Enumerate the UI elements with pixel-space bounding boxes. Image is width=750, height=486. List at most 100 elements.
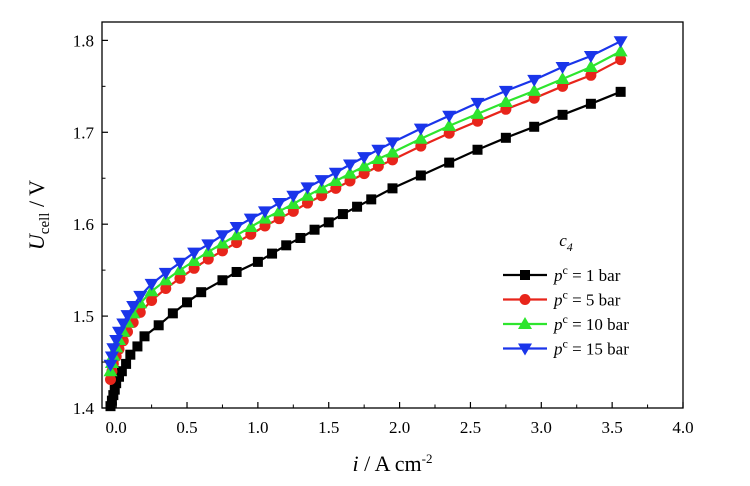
data-point [442,118,457,131]
data-point [243,219,258,232]
data-point [413,123,428,136]
y-axis-title-symbol: U [24,232,49,250]
y-tick-label: 1.4 [73,399,95,418]
y-axis-title: Ucell / V [24,180,53,250]
x-tick-label: 3.0 [531,418,552,437]
data-point [371,144,386,157]
data-point [231,266,242,277]
data-point [314,175,329,188]
y-tick-label: 1.7 [73,123,95,142]
data-point [104,351,119,364]
data-point [527,74,542,87]
data-point [229,221,244,234]
data-point [217,275,228,286]
data-point [121,358,132,369]
legend-label: pc = 5 bar [553,288,621,310]
data-point [527,83,542,96]
x-axis-title-exponent: -2 [422,451,433,466]
data-point [357,159,372,172]
data-point [557,109,568,120]
y-tick-label: 1.6 [73,215,94,234]
data-point [337,209,348,220]
data-point [106,343,121,356]
data-point [112,326,127,339]
legend-title: c4 [559,231,573,254]
legend-label-value: = 5 bar [568,291,621,310]
series-2 [105,54,627,386]
series-3 [103,44,628,377]
data-point [120,310,135,323]
data-point [328,167,343,180]
data-point [106,395,117,406]
data-point [371,151,386,164]
data-point [139,331,150,342]
data-point [109,334,124,347]
legend-title-subscript: 4 [567,240,573,254]
series-line [109,90,622,407]
data-point [444,157,455,168]
data-point [125,349,136,360]
y-tick-label: 1.5 [73,307,94,326]
data-point [182,297,193,308]
data-point [314,181,329,194]
data-point [498,85,513,98]
data-point [172,257,187,270]
data-point [585,69,597,81]
x-tick-label: 2.0 [389,418,410,437]
plot-frame [101,21,684,409]
data-point [470,97,485,110]
data-point [300,182,315,195]
data-point [158,267,173,280]
data-point [328,173,343,186]
data-point [500,132,511,143]
data-point [387,183,398,194]
data-point [286,196,301,209]
legend-marker [519,294,531,305]
legend-entry-2: pc = 5 bar [503,288,621,310]
data-point [529,121,540,132]
data-point [196,287,207,298]
legend-label-symbol: p [553,291,563,310]
legend-label: pc = 15 bar [553,337,629,359]
legend-entry-1: pc = 1 bar [503,263,621,285]
axis-ticks: 0.0 0.5 1.0 1.5 2.0 2.5 3.0 3.5 4.0 1.4 1.5 1.6 1.7 1… [73,31,694,437]
legend-entry-3: pc = 10 bar [503,312,629,334]
legend-label-symbol: p [553,315,563,334]
legend-label-superscript: c [563,263,568,277]
data-point [309,224,320,235]
y-axis-title-unit: V [24,180,49,196]
legend-title-symbol: c [559,231,567,250]
data-point [105,401,116,412]
data-point [366,194,377,205]
data-point [215,236,230,249]
legend-label: pc = 1 bar [553,263,621,285]
data-point [357,152,372,165]
x-axis-title: i / A cm-2 [353,451,433,476]
data-point [126,300,141,313]
x-tick-label: 0.5 [176,418,197,437]
data-point [555,62,570,75]
data-point [272,204,287,217]
data-point [295,232,306,243]
data-point [498,94,513,107]
data-point [583,60,598,73]
legend-label-value: = 1 bar [568,266,621,285]
legend-marker [518,317,532,329]
data-point [215,230,230,243]
y-axis-title-subscript: cell [37,213,53,235]
data-point [187,253,202,266]
data-point [615,54,627,66]
data-point [470,106,485,119]
data-point [105,374,117,386]
data-point [111,378,122,389]
data-point [555,71,570,84]
legend-entry-4: pc = 15 bar [503,337,629,359]
series-1 [105,86,626,412]
data-point [286,190,301,203]
data-point [413,131,428,144]
data-point [133,290,148,303]
data-point [174,272,186,284]
legend-label-superscript: c [563,312,568,326]
y-axis-title-separator: / [24,196,49,213]
data-point [132,341,143,352]
